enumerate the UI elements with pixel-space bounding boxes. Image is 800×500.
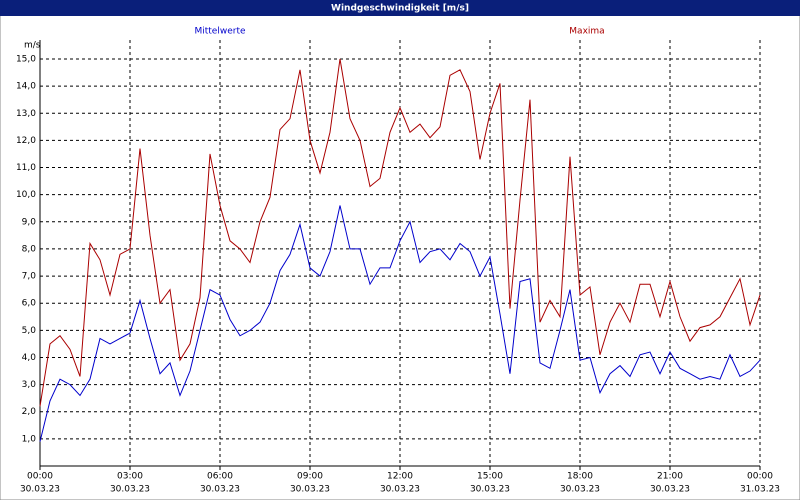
y-tick-label: 4,0 <box>22 353 37 363</box>
data-line <box>39 205 761 442</box>
y-tick-label: 12,0 <box>16 136 36 146</box>
x-tick-date: 30.03.23 <box>650 485 690 495</box>
x-tick-label: 03:00 <box>117 472 143 482</box>
x-tick-date: 30.03.23 <box>380 485 420 495</box>
y-tick-label: 8,0 <box>22 244 37 254</box>
chart-title: Windgeschwindigkeit [m/s] <box>331 4 469 14</box>
x-tick-label: 06:00 <box>207 472 233 482</box>
x-tick-date: 31.03.23 <box>740 485 780 495</box>
y-tick-label: 2,0 <box>22 407 37 417</box>
x-tick-date: 30.03.23 <box>560 485 600 495</box>
x-tick-label: 00:00 <box>27 472 53 482</box>
title-bar <box>0 0 800 16</box>
y-tick-label: 11,0 <box>16 163 36 173</box>
x-tick-label: 00:00 <box>747 472 773 482</box>
y-tick-label: 14,0 <box>16 82 36 92</box>
x-tick-date: 30.03.23 <box>20 485 60 495</box>
y-unit: m/s <box>24 41 41 51</box>
y-tick-label: 3,0 <box>22 380 37 390</box>
y-tick-label: 9,0 <box>22 217 37 227</box>
legend-label: Mittelwerte <box>194 27 245 37</box>
y-tick-label: 10,0 <box>16 190 36 200</box>
x-tick-label: 15:00 <box>477 472 503 482</box>
x-tick-label: 09:00 <box>297 472 323 482</box>
y-tick-label: 13,0 <box>16 109 36 119</box>
y-tick-label: 1,0 <box>22 434 37 444</box>
y-tick-label: 7,0 <box>22 272 37 282</box>
x-tick-label: 12:00 <box>387 472 413 482</box>
y-tick-label: 15,0 <box>16 54 36 64</box>
x-tick-label: 21:00 <box>657 472 683 482</box>
x-tick-date: 30.03.23 <box>470 485 510 495</box>
x-tick-label: 18:00 <box>567 472 593 482</box>
x-tick-date: 30.03.23 <box>200 485 240 495</box>
x-tick-date: 30.03.23 <box>110 485 150 495</box>
y-tick-label: 5,0 <box>22 326 37 336</box>
x-tick-date: 30.03.23 <box>290 485 330 495</box>
legend-label: Maxima <box>569 27 604 37</box>
data-line <box>39 58 761 407</box>
y-tick-label: 6,0 <box>22 299 37 309</box>
